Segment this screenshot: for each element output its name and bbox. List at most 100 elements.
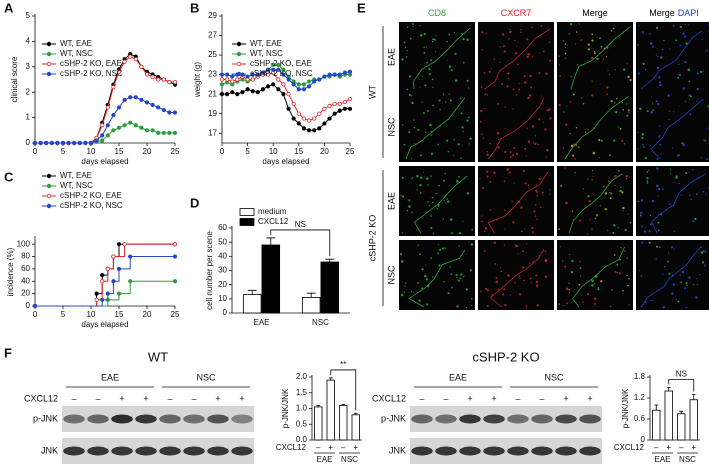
blot-band: [459, 447, 481, 456]
fluorescence-speck: [659, 126, 660, 127]
data-point: [89, 141, 92, 144]
fluorescence-speck: [504, 229, 505, 230]
fluorescence-speck: [594, 298, 597, 301]
data-point: [348, 107, 351, 110]
x-tick-label: 5: [61, 147, 66, 156]
fluorescence-speck: [560, 185, 562, 187]
fluorescence-speck: [656, 185, 659, 188]
data-point: [117, 242, 120, 245]
micrograph: [399, 22, 475, 92]
fluorescence-speck: [646, 182, 648, 184]
fluorescence-speck: [650, 300, 651, 301]
fluorescence-speck: [540, 206, 542, 208]
fluorescence-speck: [620, 247, 621, 248]
legend-label: WT, NSC: [60, 181, 93, 190]
fluorescence-speck: [549, 41, 551, 43]
fluorescence-speck: [596, 214, 598, 216]
blot-band: [411, 415, 433, 424]
fluorescence-speck: [401, 58, 403, 60]
data-point: [117, 126, 120, 129]
blot-band: [435, 415, 457, 424]
data-point: [318, 127, 321, 130]
fluorescence-speck: [652, 46, 654, 48]
fluorescence-speck: [705, 251, 707, 253]
group-label: WT: [367, 85, 377, 99]
fluorescence-speck: [429, 205, 431, 207]
data-point: [157, 131, 160, 134]
legend-label: WT, EAE: [60, 171, 92, 180]
fluorescence-speck: [439, 249, 441, 251]
data-point: [33, 304, 36, 307]
fluorescence-speck: [558, 228, 560, 230]
column-header: CXCR7: [501, 8, 532, 18]
fluorescence-speck: [535, 135, 536, 136]
data-point: [236, 92, 239, 95]
fluorescence-speck: [524, 182, 526, 184]
fluorescence-speck: [571, 260, 573, 262]
blot-group-label: EAE: [449, 372, 467, 382]
fluorescence-speck: [627, 214, 628, 215]
fluorescence-speck: [658, 76, 660, 78]
fluorescence-speck: [650, 42, 653, 45]
fluorescence-speck: [540, 25, 542, 27]
fluorescence-speck: [583, 103, 585, 105]
fluorescence-speck: [618, 227, 619, 228]
fluorescence-speck: [402, 124, 403, 125]
fluorescence-speck: [449, 65, 452, 68]
fluorescence-speck: [546, 157, 547, 158]
blot-band: [87, 447, 109, 456]
data-point: [302, 88, 305, 91]
fluorescence-speck: [596, 58, 599, 61]
data-point: [312, 117, 315, 120]
fluorescence-speck: [667, 261, 669, 263]
fluorescence-speck: [628, 112, 629, 113]
fluorescence-speck: [496, 281, 499, 284]
fluorescence-speck: [437, 144, 439, 146]
fluorescence-speck: [630, 79, 632, 81]
blot-title: WT: [148, 349, 168, 364]
data-point: [323, 107, 326, 110]
fluorescence-speck: [679, 74, 682, 77]
fluorescence-speck: [562, 40, 564, 42]
legend-label: cSHP-2 KO, NSC: [60, 69, 123, 78]
fluorescence-speck: [499, 62, 500, 63]
fluorescence-speck: [481, 31, 483, 33]
fluorescence-speck: [500, 267, 501, 268]
fluorescence-speck: [526, 56, 528, 58]
fluorescence-speck: [450, 266, 451, 267]
fluorescence-speck: [504, 244, 505, 245]
fluorescence-speck: [696, 101, 697, 102]
legend-marker: [237, 52, 241, 56]
data-point: [225, 78, 228, 81]
fluorescence-speck: [502, 293, 504, 295]
data-point: [173, 280, 176, 283]
fluorescence-speck: [656, 27, 658, 29]
fluorescence-speck: [458, 279, 460, 281]
fluorescence-speck: [685, 42, 687, 44]
fluorescence-speck: [454, 53, 456, 55]
x-tick-label: +: [691, 443, 696, 452]
fluorescence-speck: [541, 96, 542, 97]
fluorescence-speck: [622, 109, 624, 111]
data-point: [256, 91, 259, 94]
fluorescence-speck: [616, 98, 618, 100]
fluorescence-speck: [456, 277, 457, 278]
fluorescence-speck: [482, 187, 484, 189]
fluorescence-speck: [621, 140, 623, 142]
fluorescence-speck: [411, 158, 412, 159]
fluorescence-speck: [484, 230, 486, 232]
fluorescence-speck: [510, 156, 512, 158]
fluorescence-speck: [668, 203, 670, 205]
y-tick-label: 40: [218, 251, 227, 260]
fluorescence-speck: [587, 195, 589, 197]
fluorescence-speck: [443, 281, 444, 282]
fluorescence-speck: [672, 275, 674, 277]
y-tick-label: 27: [208, 31, 217, 40]
fluorescence-speck: [480, 110, 482, 112]
fluorescence-speck: [689, 81, 691, 83]
x-tick-label: +: [353, 443, 358, 452]
fluorescence-speck: [624, 143, 625, 144]
fluorescence-speck: [538, 255, 539, 256]
fluorescence-speck: [658, 135, 660, 137]
fluorescence-speck: [432, 41, 433, 42]
